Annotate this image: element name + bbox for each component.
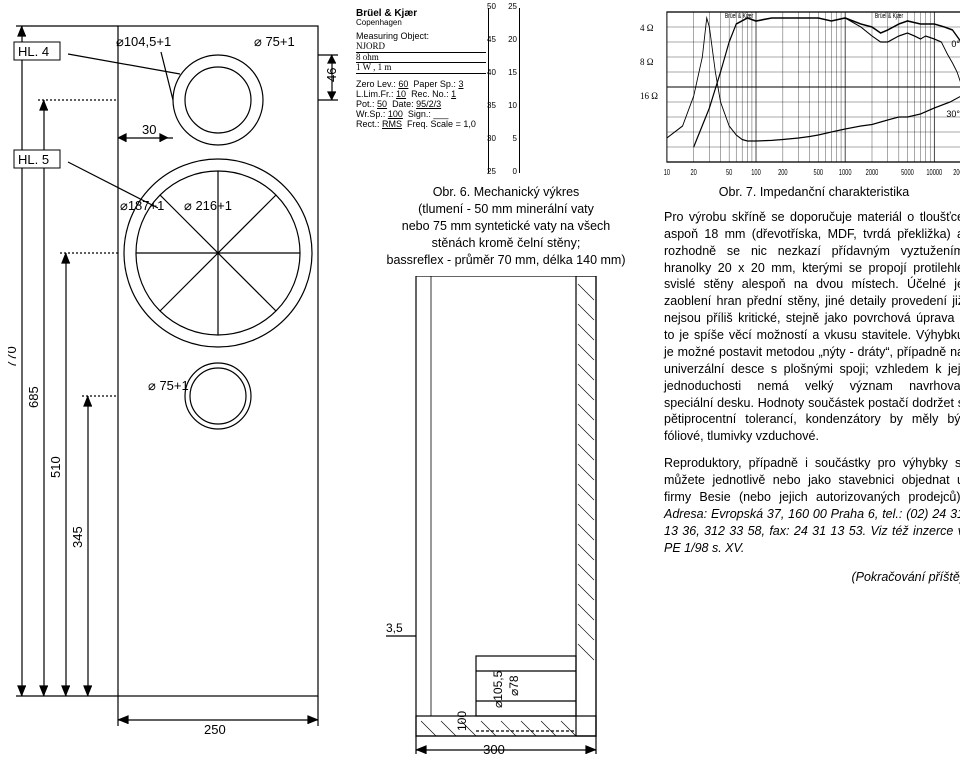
fig7-no: Obr. 7. <box>719 185 757 199</box>
dim-tweeter-d: ⌀104,5+1 <box>116 34 171 49</box>
dim-1055: ⌀105,5 <box>491 671 505 709</box>
svg-text:10: 10 <box>664 169 670 177</box>
dim-770: 770 <box>8 346 19 368</box>
label-0deg: 0° <box>951 38 960 50</box>
svg-text:500: 500 <box>814 169 824 177</box>
dim-78: ⌀78 <box>507 675 521 696</box>
label-4ohm: 4 Ω <box>640 22 653 34</box>
side-drawing-svg: 3,5 100 ⌀105,5 ⌀78 300 <box>356 276 656 756</box>
label-hl5: HL. 5 <box>18 152 49 167</box>
fig6-no: Obr. 6. <box>433 185 471 199</box>
chart-header: Brüel & Kjær Copenhagen Measuring Object… <box>356 8 656 178</box>
label-30deg: 30° <box>946 108 960 120</box>
fig7-text: Impedanční charakteristika <box>760 185 909 199</box>
label-hl4: HL. 4 <box>18 44 49 59</box>
svg-text:100: 100 <box>751 169 761 177</box>
dim-woofer-cut: ⌀ 216+1 <box>184 198 232 213</box>
front-drawing: HL. 4 HL. 5 ⌀104,5+1 ⌀ 75+1 ⌀187+1 ⌀ 216… <box>8 8 348 756</box>
svg-text:Brüel & Kjær: Brüel & Kjær <box>875 12 903 20</box>
chart-svg: 10 20 50 100 200 500 1000 2000 5000 10000 20000 Brü… <box>664 8 960 178</box>
dim-300: 300 <box>483 742 505 756</box>
body-p2a: Reproduktory, případně i součástky pro v… <box>664 456 960 504</box>
dim-port: ⌀ 75+1 <box>148 378 189 393</box>
dim-510: 510 <box>48 456 63 478</box>
body-p2b: Adresa: Evropská 37, 160 00 Praha 6, tel… <box>664 507 960 555</box>
fig7-caption: Obr. 7. Impedanční charakteristika <box>664 184 960 201</box>
svg-text:2000: 2000 <box>866 169 879 177</box>
bk-1w1m: 1 W , 1 m <box>356 63 486 74</box>
dim-46: 46 <box>324 68 339 82</box>
bk-city: Copenhagen <box>356 19 486 28</box>
label-16ohm: 16 Ω <box>640 90 658 102</box>
svg-text:10000: 10000 <box>926 169 942 177</box>
fig6-caption: Obr. 6. Mechanický výkres(tlumení - 50 m… <box>356 184 656 268</box>
dim-woofer-rebate: ⌀187+1 <box>120 198 164 213</box>
dim-tweeter-hole: ⌀ 75+1 <box>254 34 295 49</box>
svg-text:Brüel & Kjær: Brüel & Kjær <box>725 12 753 20</box>
svg-text:50: 50 <box>726 169 732 177</box>
impedance-chart: 10 20 50 100 200 500 1000 2000 5000 10000 20000 Brü… <box>664 8 960 178</box>
svg-text:200: 200 <box>778 169 788 177</box>
dim-35: 3,5 <box>386 621 403 635</box>
body-p2: Reproduktory, případně i součástky pro v… <box>664 455 960 556</box>
bk-njord: NJORD <box>356 42 486 53</box>
dim-685: 685 <box>26 386 41 408</box>
body-p1: Pro výrobu skříně se doporučuje materiál… <box>664 209 960 445</box>
svg-text:5000: 5000 <box>901 169 914 177</box>
dim-100: 100 <box>455 711 469 731</box>
fig6-text: Mechanický výkres(tlumení - 50 mm minerá… <box>387 185 626 267</box>
front-drawing-svg: HL. 4 HL. 5 ⌀104,5+1 ⌀ 75+1 ⌀187+1 ⌀ 216… <box>8 8 348 738</box>
svg-text:1000: 1000 <box>839 169 852 177</box>
svg-text:20: 20 <box>691 169 697 177</box>
bk-measobj-label: Measuring Object: <box>356 31 429 41</box>
chart-yaxis-block: 504540353025 2520151050 <box>488 8 520 173</box>
dim-345: 345 <box>70 526 85 548</box>
continuation: (Pokračování příště) <box>664 569 960 586</box>
dim-30: 30 <box>142 122 156 137</box>
svg-text:20000: 20000 <box>953 169 960 177</box>
label-8ohm: 8 Ω <box>640 56 653 68</box>
dim-250: 250 <box>204 722 226 737</box>
